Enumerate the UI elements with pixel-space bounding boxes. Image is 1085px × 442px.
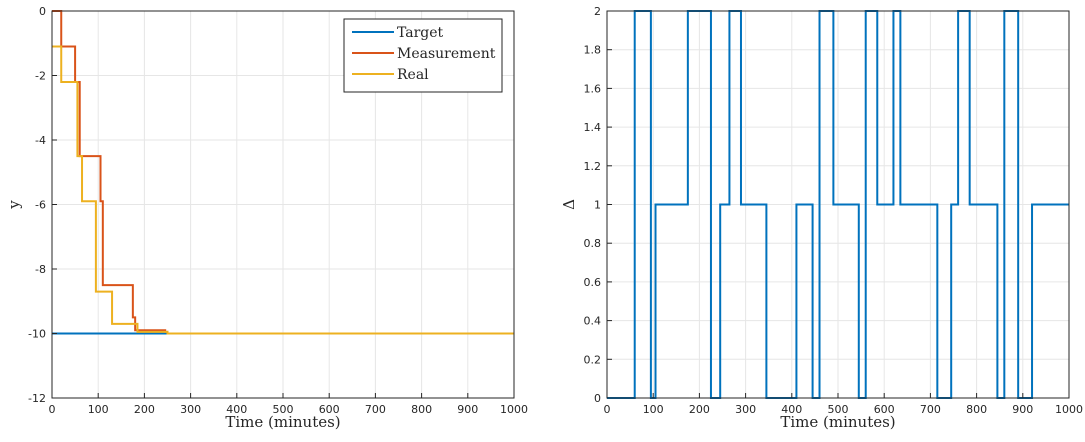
right-y-tick-label: 0	[594, 392, 601, 405]
right-x-tick-label: 300	[735, 403, 756, 416]
left-x-tick-label: 900	[457, 403, 478, 416]
left-x-axis-label: Time (minutes)	[225, 413, 340, 431]
left-x-tick-label: 600	[319, 403, 340, 416]
left-y-tick-label: -2	[35, 70, 46, 83]
right-y-tick-label: 1.8	[584, 44, 602, 57]
left-x-tick-label: 400	[226, 403, 247, 416]
right-x-tick-label: 500	[828, 403, 849, 416]
left-legend: Target Measurement Real	[343, 18, 503, 93]
legend-label-real: Real	[397, 67, 429, 83]
left-y-tick-label: -10	[28, 328, 46, 341]
right-x-tick-label: 800	[966, 403, 987, 416]
right-y-tick-label: 1.6	[584, 82, 602, 95]
left-x-tick-label: 500	[273, 403, 294, 416]
right-x-tick-label: 200	[689, 403, 710, 416]
left-series-lines	[52, 10, 514, 335]
left-x-tick-label: 1000	[500, 403, 528, 416]
right-y-tick-label: 1.4	[584, 121, 602, 134]
right-y-tick-label: 1	[594, 199, 601, 212]
left-x-tick-label: 100	[88, 403, 109, 416]
right-x-tick-label: 400	[781, 403, 802, 416]
left-y-axis-label: y	[5, 200, 23, 210]
right-x-axis-label: Time (minutes)	[780, 413, 895, 431]
right-chart-delta: 0 100 200 300 400 500 600 700 800 900 1000 0 0.2 0.4 0…	[560, 5, 1083, 431]
right-x-tick-label: 0	[604, 403, 611, 416]
left-x-tick-label: 800	[411, 403, 432, 416]
right-y-tick-label: 0.4	[584, 315, 602, 328]
left-real-series-line	[52, 45, 514, 335]
right-x-tick-label: 900	[1012, 403, 1033, 416]
right-x-tick-label: 700	[920, 403, 941, 416]
right-y-tick-label: 0.6	[584, 276, 602, 289]
legend-label-measurement: Measurement	[397, 46, 496, 62]
right-x-tick-label: 1000	[1055, 403, 1083, 416]
right-x-tick-label: 100	[643, 403, 664, 416]
left-y-tick-label: -12	[28, 392, 46, 405]
left-y-tick-label: -8	[35, 263, 46, 276]
legend-label-target: Target	[397, 25, 444, 41]
right-y-tick-label: 0.8	[584, 237, 602, 250]
right-y-axis-label: Δ	[560, 199, 578, 210]
right-x-tick-label: 600	[874, 403, 895, 416]
left-x-tick-label: 700	[365, 403, 386, 416]
left-chart-y-response: 0 100 200 300 400 500 600 700 800 900 1000 -12 -10 -8…	[5, 5, 528, 431]
left-x-tick-label: 300	[180, 403, 201, 416]
left-x-tick-label: 0	[49, 403, 56, 416]
right-ticks: 0 100 200 300 400 500 600 700 800 900 1000 0 0.2 0.4 0…	[584, 5, 1084, 416]
right-y-tick-label: 1.2	[584, 160, 602, 173]
left-ticks: 0 100 200 300 400 500 600 700 800 900 1000 -12 -10 -8…	[28, 5, 528, 416]
left-x-tick-label: 200	[134, 403, 155, 416]
left-y-tick-label: -6	[35, 199, 46, 212]
left-y-tick-label: -4	[35, 134, 46, 147]
right-y-tick-label: 2	[594, 5, 601, 18]
left-y-tick-label: 0	[39, 5, 46, 18]
right-y-tick-label: 0.2	[584, 353, 602, 366]
